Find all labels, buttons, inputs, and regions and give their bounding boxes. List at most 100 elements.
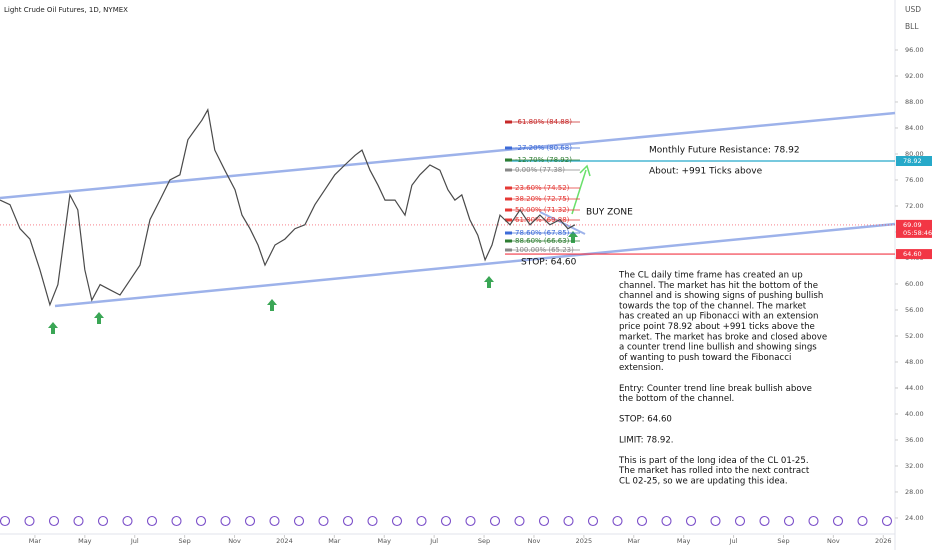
x-tick-label: 2025 bbox=[576, 537, 593, 545]
fib-marker bbox=[505, 197, 512, 201]
event-icon bbox=[783, 515, 795, 527]
buy-arrow bbox=[484, 276, 494, 288]
x-tick-label: Sep bbox=[777, 537, 789, 545]
event-icon bbox=[881, 515, 893, 527]
y-tick-label: 52.00 bbox=[905, 332, 924, 340]
x-tick-label: Sep bbox=[478, 537, 490, 545]
price-line-series bbox=[0, 108, 576, 307]
x-tick-label: Jul bbox=[429, 537, 438, 545]
event-icon bbox=[367, 515, 378, 527]
note-line: The CL daily time frame has created an u… bbox=[618, 271, 803, 281]
fib-label: -27.20% (80.68) bbox=[515, 144, 572, 152]
event-icon bbox=[538, 515, 550, 527]
y-tick-label: 32.00 bbox=[905, 462, 924, 470]
event-icon bbox=[73, 515, 84, 527]
x-tick-label: Sep bbox=[179, 537, 191, 545]
note-line: STOP: 64.60 bbox=[619, 415, 672, 425]
unit[interactable]: BLL bbox=[905, 22, 919, 31]
x-tick-label: Mar bbox=[328, 537, 341, 545]
note-line: The market has rolled into the next cont… bbox=[618, 466, 810, 476]
fib-label: 23.60% (74.52) bbox=[515, 184, 570, 192]
symbol-title: Light Crude Oil Futures, 1D, NYMEX bbox=[4, 6, 128, 14]
x-tick-label: Nov bbox=[827, 537, 840, 545]
fib-marker bbox=[505, 158, 512, 162]
event-icon bbox=[734, 515, 746, 527]
fib-label: 61.80% (69.88) bbox=[515, 216, 570, 224]
note-line: LIMIT: 78.92. bbox=[619, 435, 674, 445]
event-icon bbox=[146, 515, 158, 527]
fib-label: 88.60% (66.63) bbox=[515, 237, 570, 245]
ticks-note: About: +991 Ticks above bbox=[649, 167, 763, 177]
y-tick-label: 92.00 bbox=[905, 72, 924, 80]
y-tick-label: 40.00 bbox=[905, 410, 924, 418]
fib-label: -61.80% (84.88) bbox=[515, 118, 572, 126]
fib-marker bbox=[505, 239, 512, 243]
x-tick-label: Jul bbox=[130, 537, 139, 545]
x-tick-label: May bbox=[378, 537, 392, 545]
event-icon bbox=[857, 515, 868, 527]
event-icon bbox=[244, 515, 256, 527]
x-tick-label: May bbox=[78, 537, 92, 545]
event-icon bbox=[0, 515, 11, 527]
channel-bottom bbox=[54, 222, 896, 308]
fib-label: 50.00% (71.32) bbox=[515, 206, 570, 214]
resistance-note: Monthly Future Resistance: 78.92 bbox=[649, 146, 800, 156]
price-tag-label: 69.09 bbox=[903, 221, 922, 229]
x-tick-label: Nov bbox=[228, 537, 241, 545]
fib-label: 78.60% (67.85) bbox=[515, 229, 570, 237]
y-tick-label: 36.00 bbox=[905, 436, 924, 444]
event-icon bbox=[465, 515, 476, 527]
event-icon bbox=[122, 515, 133, 527]
projection-arrow bbox=[571, 169, 587, 215]
event-icon bbox=[563, 515, 574, 527]
price-tag bbox=[896, 219, 932, 238]
stop-note: STOP: 64.60 bbox=[521, 258, 577, 268]
price-tag-label: 64.60 bbox=[903, 250, 922, 258]
x-tick-label: Mar bbox=[628, 537, 641, 545]
y-tick-label: 84.00 bbox=[905, 124, 924, 132]
buy-arrow bbox=[94, 312, 104, 324]
event-icon bbox=[661, 515, 672, 527]
buy-arrows bbox=[48, 231, 578, 334]
note-line: channel. The market has hit the bottom o… bbox=[619, 281, 818, 291]
event-icon bbox=[808, 515, 819, 527]
channel-top bbox=[0, 111, 896, 200]
event-icon bbox=[195, 515, 207, 527]
note-line: This is part of the long idea of the CL … bbox=[618, 456, 809, 466]
fib-marker bbox=[505, 218, 512, 222]
note-line: of wanting to push toward the Fibonacci bbox=[619, 353, 791, 363]
price-tag-label: 78.92 bbox=[903, 157, 922, 165]
fib-marker bbox=[505, 186, 512, 190]
x-tick-label: 2026 bbox=[875, 537, 892, 545]
note-line: a counter trend line bullish and showing… bbox=[619, 343, 817, 353]
price-tag bbox=[896, 249, 932, 260]
fib-marker bbox=[505, 120, 512, 124]
fib-marker bbox=[505, 168, 512, 172]
event-icon bbox=[171, 515, 182, 527]
y-tick-label: 24.00 bbox=[905, 514, 924, 522]
event-icon bbox=[97, 515, 109, 527]
event-icon bbox=[391, 515, 403, 527]
fib-marker bbox=[505, 248, 512, 252]
x-tick-label: Nov bbox=[528, 537, 541, 545]
fib-marker bbox=[505, 231, 512, 235]
note-line: Entry: Counter trend line break bullish … bbox=[619, 384, 812, 394]
note-line: the bottom of the channel. bbox=[619, 394, 734, 404]
buy-arrow bbox=[48, 322, 58, 334]
event-icon bbox=[636, 515, 648, 527]
event-icon bbox=[759, 515, 770, 527]
event-icon bbox=[293, 515, 305, 527]
y-tick-label: 56.00 bbox=[905, 306, 924, 314]
fib-label: 38.20% (72.75) bbox=[515, 195, 570, 203]
currency[interactable]: USD bbox=[905, 5, 921, 14]
buy-arrow bbox=[568, 231, 578, 243]
y-tick-label: 44.00 bbox=[905, 384, 924, 392]
fib-marker bbox=[505, 146, 512, 150]
note-line: CL 02-25, so we are updating this idea. bbox=[619, 477, 788, 487]
price-tag bbox=[896, 156, 932, 167]
event-icon bbox=[489, 515, 501, 527]
buy-zone: BUY ZONE bbox=[586, 208, 633, 218]
note-line: has created an up Fibonacci with an exte… bbox=[619, 312, 818, 322]
x-tick-label: Mar bbox=[29, 537, 42, 545]
